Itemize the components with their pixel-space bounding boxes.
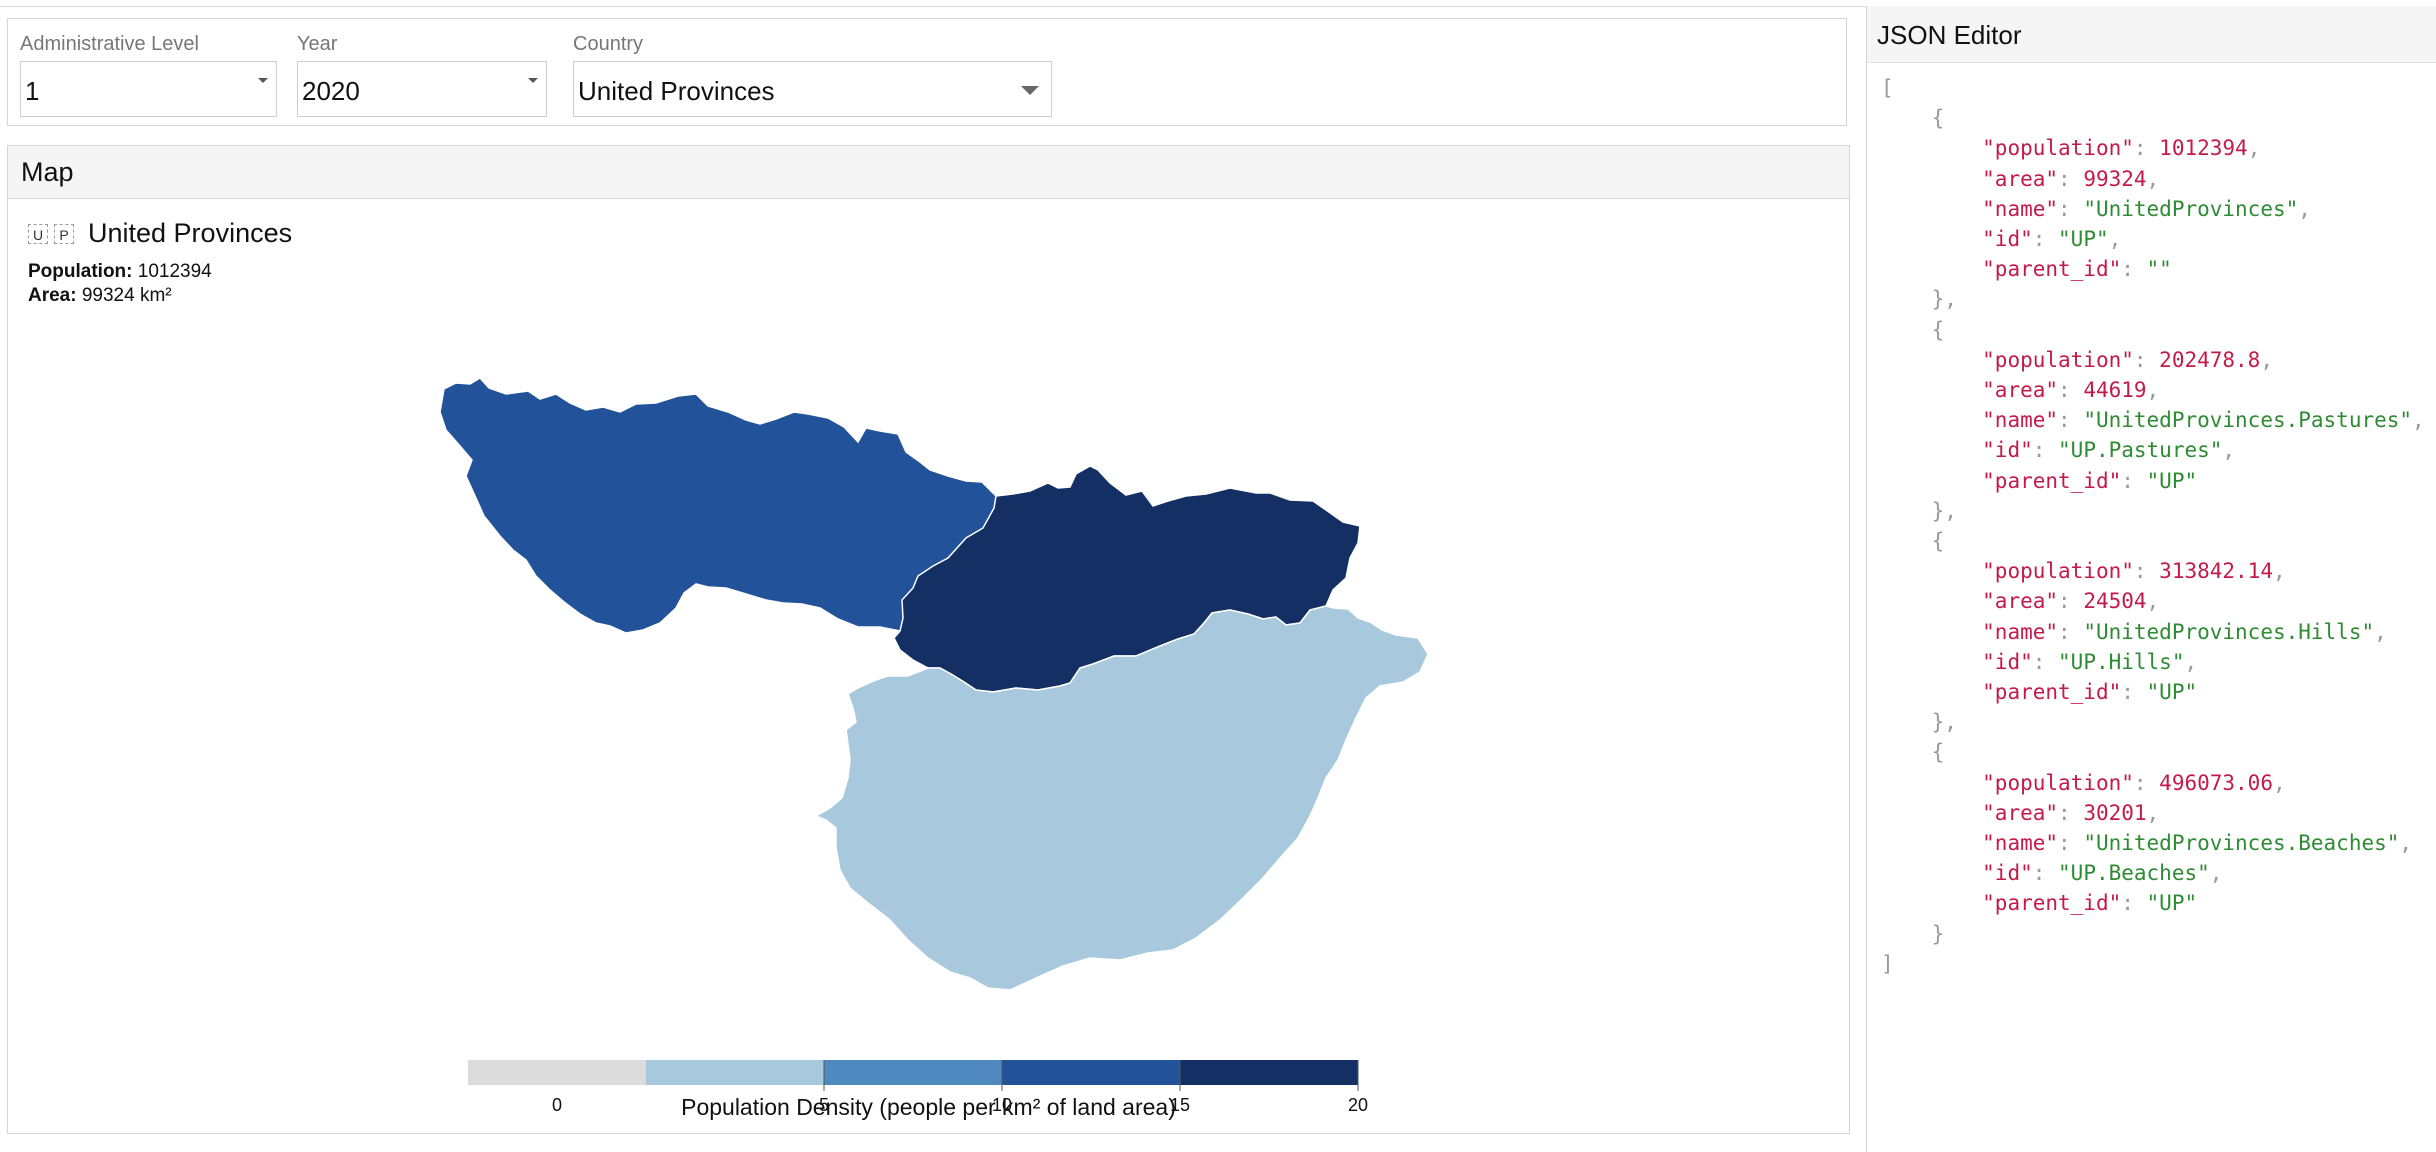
legend-tick-label: 20 [1348,1095,1368,1115]
json-line: "area": 44619, [1982,378,2160,402]
legend-bin [468,1060,646,1085]
json-line: { [1881,317,1945,342]
legend-bin [1180,1060,1358,1085]
top-divider [0,6,2436,7]
json-line: "population": 313842.14, [1982,559,2286,584]
json-editor-panel: JSON Editor [ { "population": 1012394, "… [1866,6,2436,1152]
legend-bin [646,1060,824,1085]
json-line: "population": 202478.8, [1982,347,2273,372]
country-select[interactable]: United Provinces [573,61,1052,117]
map-title: Map [21,157,74,187]
json-line: "population": 496073.06, [1982,770,2286,795]
population-row: Population: 1012394 [28,261,292,283]
json-line: [ [1881,76,1894,100]
json-line: "population": 1012394, [1982,136,2261,161]
chevron-down-icon [258,78,268,83]
country-label: Country [573,33,644,55]
json-line: "name": "UnitedProvinces.Pastures", [1982,408,2425,433]
legend: 0 5 10 15 20 [468,1060,1368,1115]
json-line: "name": "UnitedProvinces", [1982,196,2311,221]
json-line: "area": 99324, [1982,166,2160,191]
filter-controls-panel: Administrative Level 1 Year 2020 Country… [7,18,1847,126]
legend-tick-label: 5 [819,1095,829,1115]
json-line: "id": "UP.Beaches", [1982,861,2223,886]
region-name: United Provinces [88,218,293,248]
legend-bin [824,1060,1002,1085]
year-value: 2020 [302,76,360,106]
legend-tick-label: 15 [1170,1095,1190,1115]
json-line: "name": "UnitedProvinces.Hills", [1982,619,2387,644]
region-info: U P United Provinces Population: 1012394 A… [28,218,292,307]
legend-title: Population Density (people per km² of la… [681,1094,1176,1120]
json-line: { [1881,106,1945,131]
year-select[interactable]: 2020 [297,61,547,117]
admin-level-value: 1 [25,76,40,106]
json-line: { [1881,740,1945,765]
json-line: "parent_id": "UP" [1982,680,2198,704]
json-line: } [1881,921,1945,946]
region-beaches[interactable] [814,605,1429,991]
area-value: 99324 km² [81,285,172,306]
json-line: "parent_id": "" [1982,257,2172,282]
json-editor-textarea[interactable]: [ { "population": 1012394, "area": 99324… [1867,63,2436,1152]
choropleth-map: 0 5 10 15 20 [439,377,1429,1115]
json-editor-header: JSON Editor [1867,6,2436,63]
json-line: "id": "UP.Hills", [1982,649,2198,674]
flag-letter-u: U [28,223,48,244]
json-line: "name": "UnitedProvinces.Beaches", [1982,831,2413,855]
json-line: "parent_id": "UP" [1982,891,2198,916]
legend-tick-label: 10 [992,1095,1012,1115]
legend-bin [1002,1060,1180,1085]
admin-level-label: Administrative Level [20,33,199,55]
chevron-down-icon [528,78,538,83]
map-header: Map [8,146,1849,199]
json-line: "area": 24504, [1982,589,2160,614]
json-line: "id": "UP.Pastures", [1982,438,2236,463]
json-line: "id": "UP", [1982,227,2122,251]
json-line: }, [1881,710,1957,735]
chevron-down-icon [1021,86,1039,95]
map-panel: Map U P United Provinces Population: 10123… [7,145,1850,1134]
population-value: 1012394 [137,261,212,282]
population-label: Population: [28,261,133,282]
json-line: }, [1881,498,1957,523]
area-label: Area: [28,285,77,306]
area-row: Area: 99324 km² [28,285,292,307]
json-line: { [1881,529,1945,553]
year-label: Year [297,33,338,55]
flag-letter-p: P [54,223,74,244]
country-value: United Provinces [578,76,775,106]
json-line: ] [1881,951,1894,976]
json-line: }, [1881,287,1957,312]
legend-tick-label: 0 [552,1095,562,1115]
json-line: "area": 30201, [1982,800,2160,825]
admin-level-select[interactable]: 1 [20,61,277,117]
json-editor-title: JSON Editor [1877,20,2022,50]
json-line: "parent_id": "UP" [1982,468,2198,493]
